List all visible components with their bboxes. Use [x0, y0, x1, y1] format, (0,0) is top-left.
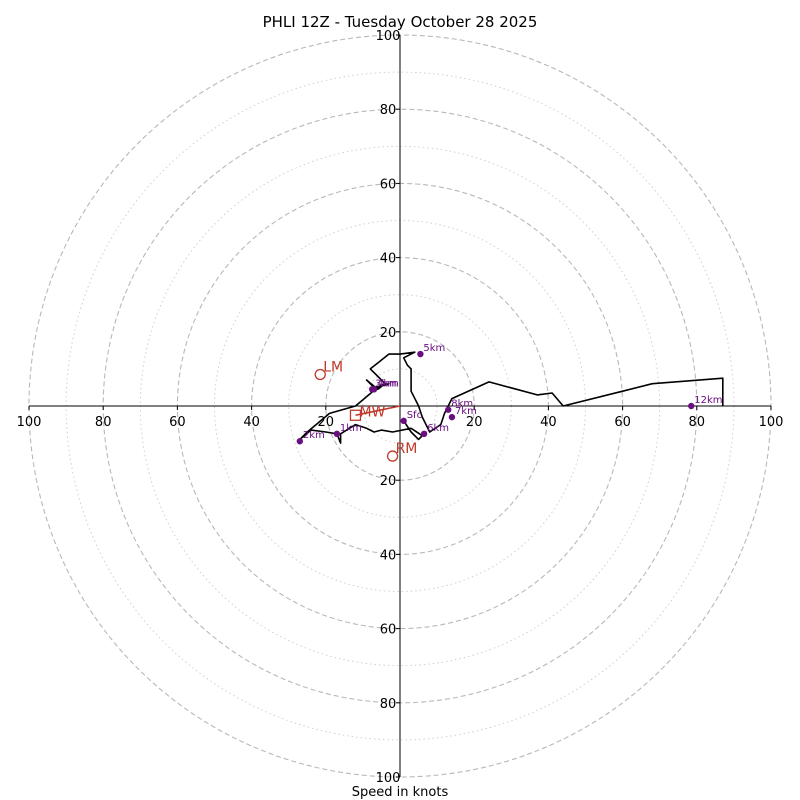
height-marker-label: 3km — [375, 378, 397, 389]
height-marker-label: 8km — [451, 399, 473, 410]
y-tick-label: 100 — [376, 771, 401, 786]
x-tick-label: 100 — [17, 415, 42, 430]
x-tick-label: 20 — [466, 415, 483, 430]
y-tick-label: 80 — [380, 103, 397, 118]
y-tick-label: 40 — [380, 548, 397, 563]
right-mover-label: RM — [396, 441, 418, 457]
y-tick-label: 60 — [380, 623, 397, 638]
x-tick-label: 20 — [318, 415, 335, 430]
storm-motion-group: LM RM MW — [314, 359, 418, 462]
left-mover-marker — [314, 368, 326, 381]
x-tick-label: 60 — [614, 415, 631, 430]
y-tick-label: 40 — [380, 252, 397, 267]
x-tick-label: 60 — [169, 415, 186, 430]
height-marker-label: 7km — [455, 406, 477, 417]
height-marker-point — [448, 413, 456, 421]
x-axis-label: Speed in knots — [352, 785, 449, 800]
height-marker-label: 12km — [694, 395, 722, 406]
y-tick-label: 100 — [376, 29, 401, 44]
height-marker-point — [417, 350, 424, 358]
hodograph-trace-group — [298, 351, 724, 444]
height-marker-point — [333, 430, 341, 438]
height-marker-point — [688, 402, 695, 410]
height-marker-label: 5km — [423, 343, 445, 354]
y-tick-label: 20 — [380, 474, 397, 489]
height-marker-label: 4km — [377, 378, 399, 389]
tick-labels: 100 80 60 40 20 20 40 60 80 100 100 80 60 40 20 20 40 60 8… — [17, 29, 784, 786]
height-marker-point — [420, 430, 428, 438]
mean-wind-label: MW — [359, 404, 385, 420]
height-marker-point — [400, 417, 407, 425]
right-mover-marker — [386, 450, 399, 462]
height-marker-label: 6km — [427, 423, 449, 434]
x-tick-label: 100 — [759, 415, 784, 430]
x-tick-label: 40 — [243, 415, 260, 430]
height-marker-label: Sfc — [407, 410, 422, 421]
x-tick-label: 80 — [95, 415, 112, 430]
height-marker-label: 2km — [303, 430, 325, 441]
mean-wind-marker — [349, 409, 362, 421]
x-tick-label: 80 — [689, 415, 706, 430]
height-marker-label: 1km — [340, 423, 362, 434]
y-tick-label: 60 — [380, 177, 397, 192]
height-marker-point — [445, 406, 452, 413]
x-tick-label: 40 — [540, 415, 557, 430]
hodograph-trace — [298, 351, 724, 444]
y-tick-label: 20 — [380, 326, 397, 341]
height-marker-point — [296, 438, 304, 445]
y-tick-label: 80 — [380, 697, 397, 712]
left-mover-label: LM — [323, 359, 343, 375]
mean-wind-vector — [355, 405, 401, 417]
chart-title: PHLI 12Z - Tuesday October 28 2025 — [263, 13, 538, 31]
height-marker-point — [370, 386, 378, 393]
